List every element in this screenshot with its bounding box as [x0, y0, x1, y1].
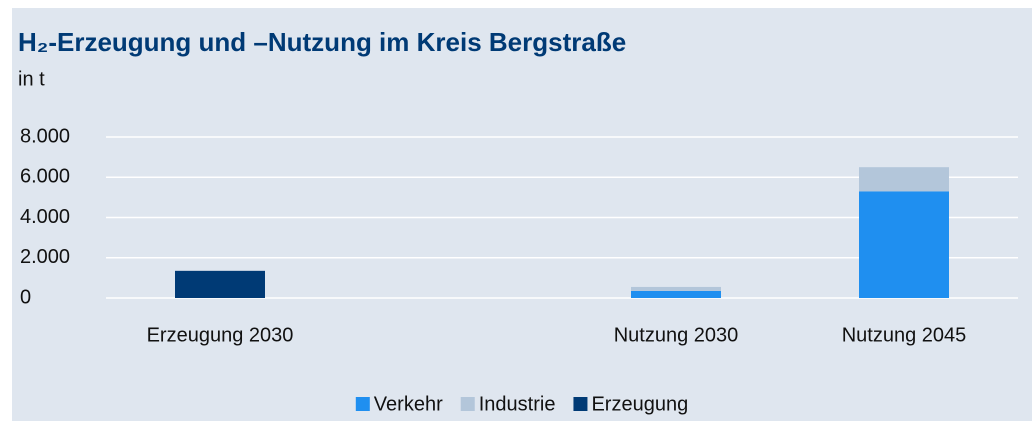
chart-subtitle: in t	[18, 68, 45, 90]
bar	[859, 167, 949, 192]
legend-swatch	[460, 397, 475, 411]
x-tick-label: Nutzung 2030	[614, 324, 739, 346]
y-tick-label: 2.000	[20, 246, 70, 268]
y-tick-label: 4.000	[20, 206, 70, 228]
legend-swatch	[573, 397, 588, 411]
legend-label: Erzeugung	[591, 393, 688, 415]
legend-label: Industrie	[479, 393, 556, 415]
bar	[859, 191, 949, 298]
chart-title: H₂-Erzeugung und –Nutzung im Kreis Bergs…	[18, 27, 626, 57]
y-tick-label: 0	[20, 286, 31, 308]
y-tick-label: 6.000	[20, 166, 70, 188]
legend-swatch	[355, 397, 370, 411]
bar	[175, 270, 265, 298]
bar	[631, 286, 721, 291]
x-tick-label: Erzeugung 2030	[147, 324, 294, 346]
bar	[631, 290, 721, 298]
x-tick-label: Nutzung 2045	[842, 324, 967, 346]
y-tick-label: 8.000	[20, 125, 70, 147]
legend-label: Verkehr	[374, 393, 443, 415]
